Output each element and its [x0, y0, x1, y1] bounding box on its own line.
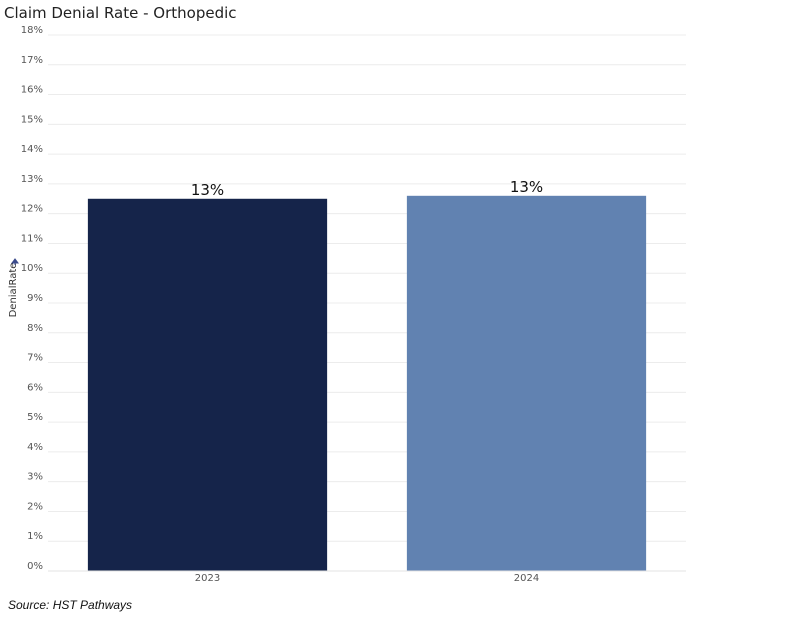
sort-arrow-icon[interactable]: [11, 258, 19, 265]
y-tick-label: 11%: [21, 233, 43, 244]
y-tick-label: 1%: [27, 531, 43, 542]
x-axis-ticks: 2023 2024: [195, 573, 539, 584]
bar-chart: 0% 1% 2% 3% 4% 5% 6% 7% 8% 9% 10% 11% 12% 13% 14% 15% 16…: [8, 25, 686, 584]
data-label-2024: 13%: [510, 178, 543, 196]
data-label-2023: 13%: [191, 181, 224, 199]
y-tick-label: 6%: [27, 382, 43, 393]
chart-title: Claim Denial Rate - Orthopedic: [4, 4, 237, 22]
y-tick-label: 4%: [27, 442, 43, 453]
y-tick-label: 18%: [21, 25, 43, 36]
y-tick-label: 0%: [27, 561, 43, 572]
y-tick-label: 5%: [27, 412, 43, 423]
x-tick-label: 2024: [514, 573, 539, 584]
y-tick-label: 13%: [21, 174, 43, 185]
y-tick-label: 16%: [21, 85, 43, 96]
y-tick-label: 14%: [21, 144, 43, 155]
y-axis-label: DenialRate: [8, 263, 19, 318]
y-tick-label: 12%: [21, 204, 43, 215]
y-axis-ticks: 0% 1% 2% 3% 4% 5% 6% 7% 8% 9% 10% 11% 12% 13% 14% 15% 16…: [21, 25, 43, 572]
x-tick-label: 2023: [195, 573, 220, 584]
y-tick-label: 2%: [27, 501, 43, 512]
y-axis-title[interactable]: DenialRate: [8, 258, 19, 318]
bar-2024[interactable]: [406, 195, 647, 572]
bar-2023[interactable]: [87, 198, 328, 571]
y-tick-label: 3%: [27, 472, 43, 483]
y-tick-label: 9%: [27, 293, 43, 304]
y-tick-label: 15%: [21, 114, 43, 125]
bars: [87, 195, 647, 572]
y-tick-label: 10%: [21, 263, 43, 274]
y-tick-label: 8%: [27, 323, 43, 334]
source-note: Source: HST Pathways: [8, 598, 133, 612]
y-tick-label: 17%: [21, 55, 43, 66]
y-tick-label: 7%: [27, 353, 43, 364]
data-labels: 13% 13%: [191, 178, 543, 199]
